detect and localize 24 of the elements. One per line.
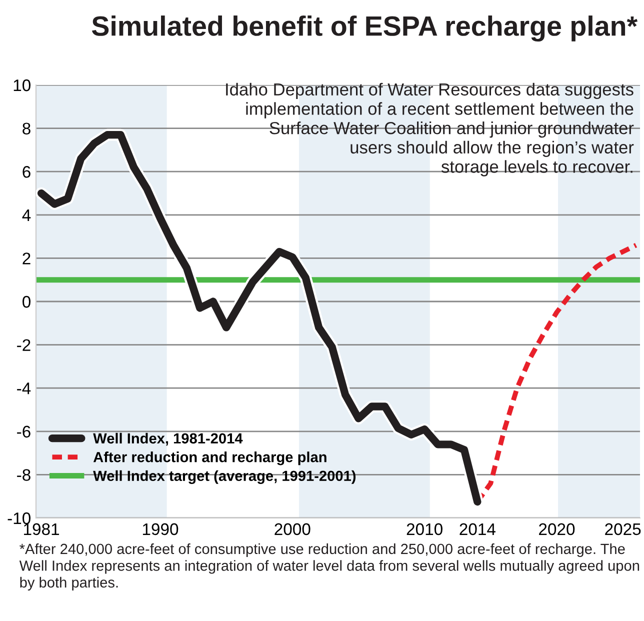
y-tick-label: 4	[22, 209, 31, 221]
x-tick-label: 1981	[24, 523, 60, 536]
legend-label: Well Index target (average, 1991-2001)	[93, 470, 356, 484]
y-tick-label: 2	[22, 252, 30, 264]
y-tick-label: 8	[22, 122, 30, 135]
y-tick-label: -6	[17, 426, 30, 438]
text: *After 240,000 acre-feet of consumptive use reduction and 250,000 acre-feet of recharge. The Well Index represents an integration of water level data from several wells mutually agreed upon by both parties.	[19, 543, 640, 590]
x-tick-label: 2020	[539, 523, 575, 536]
y-tick-label: 0	[22, 296, 30, 308]
chart-title: Simulated benefit of ESPA recharge plan*	[92, 16, 638, 42]
y-tick-label: -4	[17, 382, 31, 394]
y-tick-label: -10	[8, 512, 30, 524]
y-tick-label: -8	[17, 469, 30, 481]
x-tick-label: 2014	[460, 523, 496, 536]
y-tick-label: 10	[14, 79, 30, 92]
legend-label: After reduction and recharge plan	[93, 452, 326, 466]
y-tick-label: -2	[17, 339, 30, 351]
x-tick-label: 2010	[406, 523, 442, 536]
text: Idaho Department of Water Resources data suggests implementation of a recent settlement between the Surface Water Coalition and junior groundwater users should allow the region’s water storage levels to recover.	[226, 82, 634, 176]
legend-label: Well Index, 1981-2014	[93, 432, 243, 446]
x-tick-label: 2025	[605, 523, 641, 536]
x-tick-label: 2000	[274, 523, 310, 536]
x-tick-label: 1990	[142, 523, 178, 536]
y-tick-label: 6	[22, 166, 30, 178]
